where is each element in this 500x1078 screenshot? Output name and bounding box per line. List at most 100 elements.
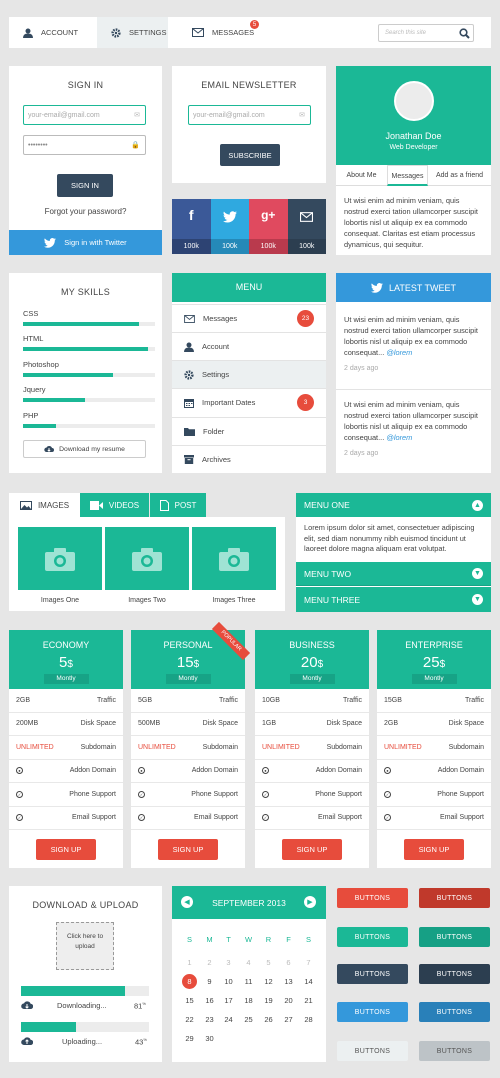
- sample-button[interactable]: BUTTONS: [419, 927, 490, 947]
- pricing-feature: Email Support: [318, 814, 362, 822]
- pricing-row: 500MB Disk Space: [131, 713, 245, 736]
- calendar-day[interactable]: 19: [264, 996, 273, 1005]
- calendar-day[interactable]: 28: [304, 1015, 313, 1024]
- sample-button[interactable]: BUTTONS: [419, 964, 490, 984]
- calendar-day[interactable]: 17: [224, 996, 233, 1005]
- calendar-day-muted[interactable]: 4: [246, 958, 251, 967]
- calendar-day[interactable]: 12: [264, 977, 273, 986]
- media-tab-label: POST: [174, 500, 197, 510]
- email-field[interactable]: your-email@gmail.com ✉: [23, 105, 146, 125]
- calendar-day[interactable]: 24: [224, 1015, 233, 1024]
- sample-button[interactable]: BUTTONS: [419, 1002, 490, 1022]
- calendar-day[interactable]: 16: [205, 996, 214, 1005]
- tab-messages[interactable]: MESSAGES: [178, 17, 268, 48]
- calendar-day[interactable]: 22: [185, 1015, 194, 1024]
- download-percent: 81%: [134, 1001, 146, 1011]
- image-thumbnail[interactable]: [192, 527, 276, 590]
- calendar-day[interactable]: 11: [244, 977, 253, 986]
- image-thumbnail[interactable]: [105, 527, 189, 590]
- menu-item-account[interactable]: Account: [172, 332, 326, 360]
- prev-month-button[interactable]: ◀: [181, 896, 193, 908]
- sample-button[interactable]: BUTTONS: [337, 927, 408, 947]
- sample-button[interactable]: BUTTONS: [419, 888, 490, 908]
- signup-button[interactable]: SIGN UP: [404, 839, 464, 860]
- next-month-button[interactable]: ▶: [304, 896, 316, 908]
- tweet-handle-link[interactable]: @lorem: [386, 348, 413, 357]
- pricing-row: ✓ Phone Support: [131, 783, 245, 807]
- sample-button[interactable]: BUTTONS: [337, 964, 408, 984]
- facebook-button[interactable]: f 100k: [172, 199, 211, 254]
- twitter-signin-button[interactable]: Sign in with Twitter: [9, 230, 162, 255]
- tab-settings[interactable]: SETTINGS: [97, 17, 168, 48]
- download-resume-button[interactable]: Download my resume: [23, 440, 146, 458]
- search-input[interactable]: Search this site: [378, 24, 474, 42]
- chevron-down-icon: ▼: [472, 568, 483, 579]
- calendar-day[interactable]: 20: [284, 996, 293, 1005]
- calendar-day[interactable]: 15: [185, 996, 194, 1005]
- calendar-day[interactable]: 18: [244, 996, 253, 1005]
- search-button[interactable]: [454, 24, 474, 42]
- menu-item-folder[interactable]: Folder: [172, 417, 326, 445]
- pricing-row: 200MB Disk Space: [9, 713, 123, 736]
- download-resume-label: Download my resume: [59, 445, 125, 453]
- sample-button[interactable]: BUTTONS: [419, 1041, 490, 1061]
- media-tab-images[interactable]: IMAGES: [9, 493, 80, 517]
- accordion-header-three[interactable]: MENU THREE ▼: [296, 587, 491, 612]
- calendar-day[interactable]: 29: [185, 1034, 194, 1043]
- plan-name: BUSINESS: [289, 640, 335, 650]
- sample-button[interactable]: BUTTONS: [337, 1041, 408, 1061]
- googleplus-button[interactable]: g+ 100k: [249, 199, 288, 254]
- accordion-header-two[interactable]: MENU TWO ▼: [296, 562, 491, 586]
- calendar-day[interactable]: 26: [264, 1015, 273, 1024]
- sample-button[interactable]: BUTTONS: [337, 888, 408, 908]
- radio-icon: ●: [16, 767, 23, 775]
- signup-button[interactable]: SIGN UP: [158, 839, 218, 860]
- calendar-day-muted[interactable]: 6: [286, 958, 291, 967]
- signup-button[interactable]: SIGN UP: [36, 839, 96, 860]
- sample-button[interactable]: BUTTONS: [337, 1002, 408, 1022]
- calendar-day[interactable]: 25: [244, 1015, 253, 1024]
- calendar-day[interactable]: 9: [207, 977, 212, 986]
- signup-button[interactable]: SIGN UP: [282, 839, 342, 860]
- calendar-day[interactable]: 30: [205, 1034, 214, 1043]
- signin-button[interactable]: SIGN IN: [57, 174, 113, 197]
- calendar-day-muted[interactable]: 7: [306, 958, 311, 967]
- download-label: Downloading...: [57, 1001, 107, 1010]
- calendar-day[interactable]: 27: [284, 1015, 293, 1024]
- subscribe-button[interactable]: SUBSCRIBE: [220, 144, 280, 166]
- media-tab-videos[interactable]: VIDEOS: [80, 493, 149, 517]
- radio-icon: ●: [138, 767, 145, 775]
- upload-dropzone[interactable]: Click here to upload: [56, 922, 114, 970]
- pricing-feature: Subdomain: [80, 743, 116, 751]
- password-field[interactable]: •••••••• 🔒: [23, 135, 146, 155]
- skill-bar: [23, 424, 155, 428]
- image-thumbnail[interactable]: [18, 527, 102, 590]
- calendar-day[interactable]: 23: [205, 1015, 214, 1024]
- newsletter-email-field[interactable]: your-email@gmail.com ✉: [188, 105, 311, 125]
- upload-percent-value: 43: [135, 1037, 144, 1047]
- calendar-day-muted[interactable]: 1: [187, 958, 192, 967]
- calendar-day[interactable]: 13: [284, 977, 293, 986]
- calendar-day-muted[interactable]: 3: [226, 958, 231, 967]
- tab-about-me[interactable]: About Me: [336, 165, 387, 186]
- email-share-button[interactable]: 100k: [287, 199, 326, 254]
- media-tab-post[interactable]: POST: [150, 493, 206, 517]
- accordion-header-one[interactable]: MENU ONE ▲: [296, 493, 491, 517]
- menu-item-settings[interactable]: Settings: [172, 360, 326, 388]
- menu-item-archives[interactable]: Archives: [172, 445, 326, 473]
- twitter-share-button[interactable]: 100k: [210, 199, 249, 254]
- tab-account[interactable]: ACCOUNT: [9, 17, 97, 48]
- tweet-handle-link[interactable]: @lorem: [386, 433, 413, 442]
- skill-bar: [23, 347, 155, 351]
- calendar-day-muted[interactable]: 5: [266, 958, 271, 967]
- calendar-day[interactable]: 10: [224, 977, 233, 986]
- calendar-day[interactable]: 21: [304, 996, 313, 1005]
- calendar-day-muted[interactable]: 2: [207, 958, 212, 967]
- tab-messages[interactable]: Messages: [387, 165, 428, 186]
- calendar-day-today[interactable]: 8: [182, 974, 197, 989]
- menu-item-messages[interactable]: Messages 23: [172, 304, 326, 332]
- tab-add-friend[interactable]: Add as a friend: [428, 165, 491, 186]
- calendar-day[interactable]: 14: [304, 977, 313, 986]
- menu-item-important-dates[interactable]: Important Dates 3: [172, 388, 326, 416]
- forgot-password-link[interactable]: Forgot your password?: [44, 207, 127, 216]
